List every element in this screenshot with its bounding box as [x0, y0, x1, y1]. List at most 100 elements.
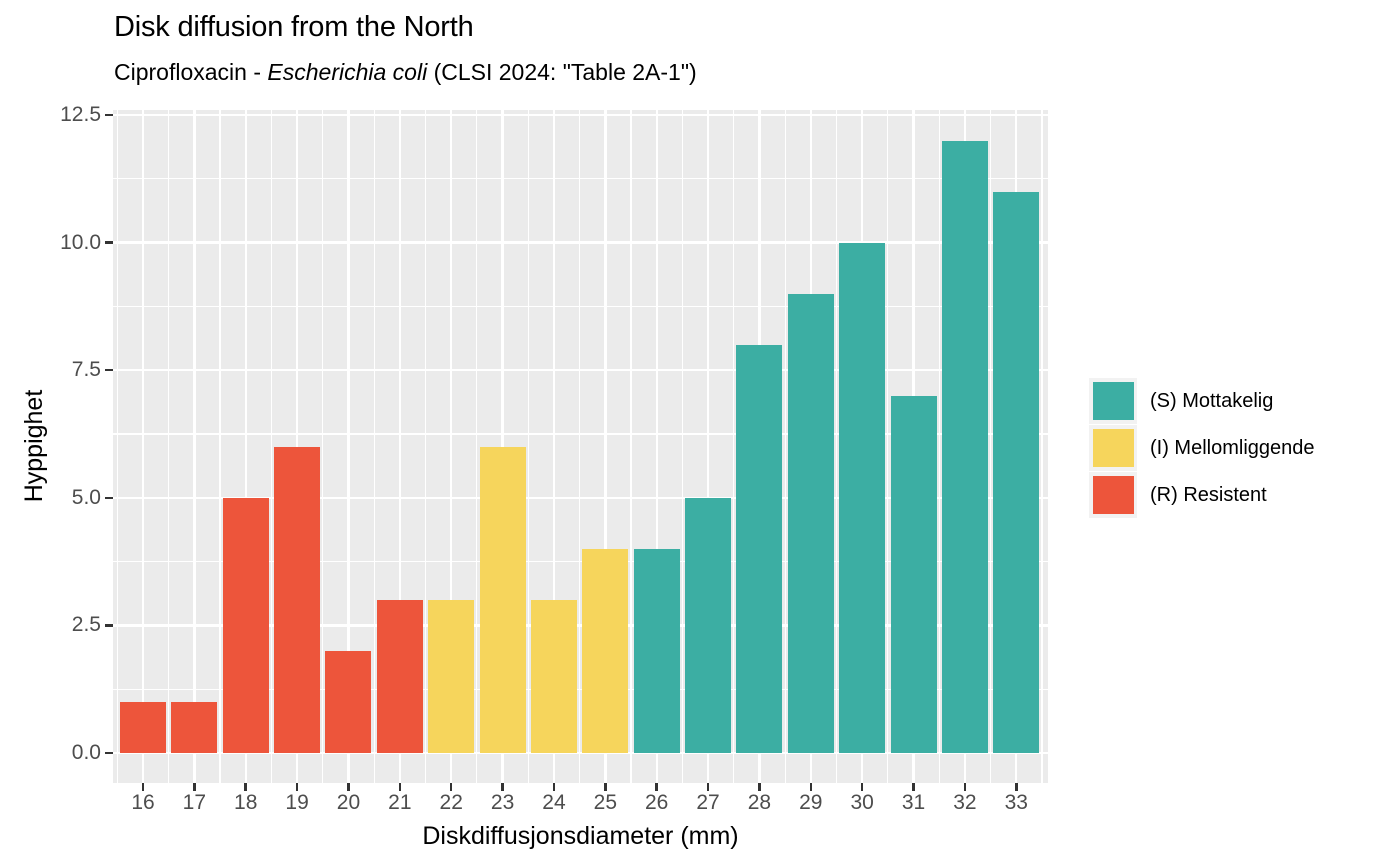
gridline-major-vertical: [193, 110, 196, 783]
x-axis-title: Diskdiffusjonsdiameter (mm): [422, 822, 739, 850]
y-tick-mark: [105, 368, 113, 372]
x-tick-label: 22: [439, 791, 463, 814]
y-tick-label: 0.0: [71, 741, 101, 764]
y-tick-label: 2.5: [71, 613, 101, 637]
gridline-minor-vertical: [476, 110, 478, 783]
gridline-minor-vertical: [887, 110, 889, 783]
gridline-minor-vertical: [784, 110, 786, 783]
gridline-minor-vertical: [270, 110, 273, 783]
gridline-minor-vertical: [219, 110, 221, 783]
y-tick-label: 7.5: [71, 358, 101, 382]
chart-title: Disk diffusion from the North: [114, 11, 474, 43]
gridline-major-vertical: [244, 110, 247, 783]
bar-x26-S: [633, 548, 680, 753]
bar-x23-I: [479, 446, 526, 753]
x-tick-mark: [398, 783, 402, 791]
plot-panel: [113, 110, 1048, 783]
x-tick-label: 24: [542, 791, 566, 814]
subtitle-guideline: (CLSI 2024: "Table 2A-1"): [427, 59, 697, 85]
bar-x22-I: [428, 599, 475, 753]
y-tick-mark: [105, 624, 113, 627]
x-tick-mark: [912, 783, 915, 791]
bar-x19-R: [274, 446, 321, 753]
gridline-minor-vertical: [1041, 110, 1043, 783]
bar-x33-S: [993, 191, 1040, 753]
x-tick-mark: [244, 783, 247, 791]
bar-x29-S: [787, 293, 834, 753]
gridline-minor-vertical: [527, 110, 529, 783]
gridline-minor-vertical: [116, 110, 118, 783]
legend-key-S: [1089, 378, 1137, 424]
x-tick-label: 18: [234, 791, 258, 814]
gridline-major-horizontal: [113, 751, 1048, 755]
y-tick-mark: [105, 751, 113, 755]
legend-label-R: (R) Resistent: [1150, 483, 1267, 506]
subtitle-antibiotic: Ciprofloxacin -: [114, 59, 268, 85]
x-tick-mark: [604, 783, 607, 791]
gridline-minor-vertical: [835, 110, 838, 783]
x-tick-label: 17: [182, 791, 207, 814]
gridline-minor-horizontal: [113, 688, 1048, 690]
legend-swatch-R: [1092, 476, 1134, 514]
legend-key-I: [1089, 425, 1137, 471]
x-tick-mark: [552, 783, 556, 791]
legend-swatch-I: [1092, 429, 1134, 467]
y-tick-mark: [105, 113, 113, 117]
y-tick-mark: [105, 241, 113, 244]
x-tick-label: 25: [593, 791, 617, 814]
x-tick-label: 21: [388, 791, 412, 814]
gridline-major-horizontal: [113, 496, 1048, 499]
gridline-minor-vertical: [579, 110, 581, 783]
gridline-major-horizontal: [113, 241, 1048, 244]
gridline-minor-vertical: [938, 110, 940, 783]
gridline-major-vertical: [295, 110, 299, 783]
x-tick-mark: [758, 783, 761, 791]
gridline-minor-horizontal: [113, 305, 1048, 307]
gridline-major-vertical: [706, 110, 710, 783]
legend-swatch-S: [1092, 382, 1134, 420]
bar-x25-I: [582, 548, 629, 753]
gridline-major-vertical: [655, 110, 658, 783]
bar-x21-R: [376, 599, 423, 753]
x-tick-mark: [706, 783, 710, 791]
gridline-major-vertical: [604, 110, 607, 783]
gridline-minor-vertical: [990, 110, 992, 783]
subtitle-species: Escherichia coli: [267, 59, 428, 85]
bar-x31-S: [890, 395, 937, 753]
x-tick-mark: [860, 783, 864, 791]
gridline-major-vertical: [552, 110, 556, 783]
gridline-minor-vertical: [733, 110, 735, 783]
legend-item-S: (S) Mottakelig: [1089, 378, 1315, 424]
x-tick-mark: [449, 783, 453, 791]
bar-x24-I: [530, 599, 577, 753]
x-tick-label: 26: [645, 791, 669, 814]
bar-x16-R: [120, 701, 166, 753]
bar-x18-R: [222, 497, 269, 753]
x-tick-mark: [655, 783, 658, 791]
x-tick-mark: [1015, 783, 1018, 791]
legend-item-I: (I) Mellomliggende: [1089, 425, 1315, 471]
legend-label-S: (S) Mottakelig: [1150, 389, 1274, 412]
x-tick-mark: [193, 783, 196, 791]
chart-subtitle: Ciprofloxacin - Escherichia coli (CLSI 2…: [114, 59, 697, 86]
x-tick-mark: [141, 783, 145, 791]
bar-x30-S: [839, 242, 886, 753]
gridline-minor-vertical: [322, 110, 324, 783]
x-tick-label: 20: [336, 791, 361, 814]
y-tick-label: 5.0: [71, 485, 101, 509]
x-tick-label: 32: [953, 791, 977, 814]
gridline-minor-horizontal: [113, 433, 1048, 435]
gridline-minor-vertical: [424, 110, 427, 783]
y-tick-mark: [105, 496, 113, 500]
x-tick-mark: [963, 783, 967, 791]
gridline-major-horizontal: [113, 624, 1048, 627]
gridline-minor-vertical: [681, 110, 683, 783]
y-tick-label: 10.0: [60, 230, 101, 254]
bar-x27-S: [685, 497, 732, 753]
legend-key-R: [1089, 472, 1137, 518]
gridline-minor-vertical: [168, 110, 170, 783]
y-tick-label: 12.5: [60, 103, 101, 126]
x-tick-mark: [295, 783, 299, 791]
bar-x28-S: [736, 344, 783, 753]
